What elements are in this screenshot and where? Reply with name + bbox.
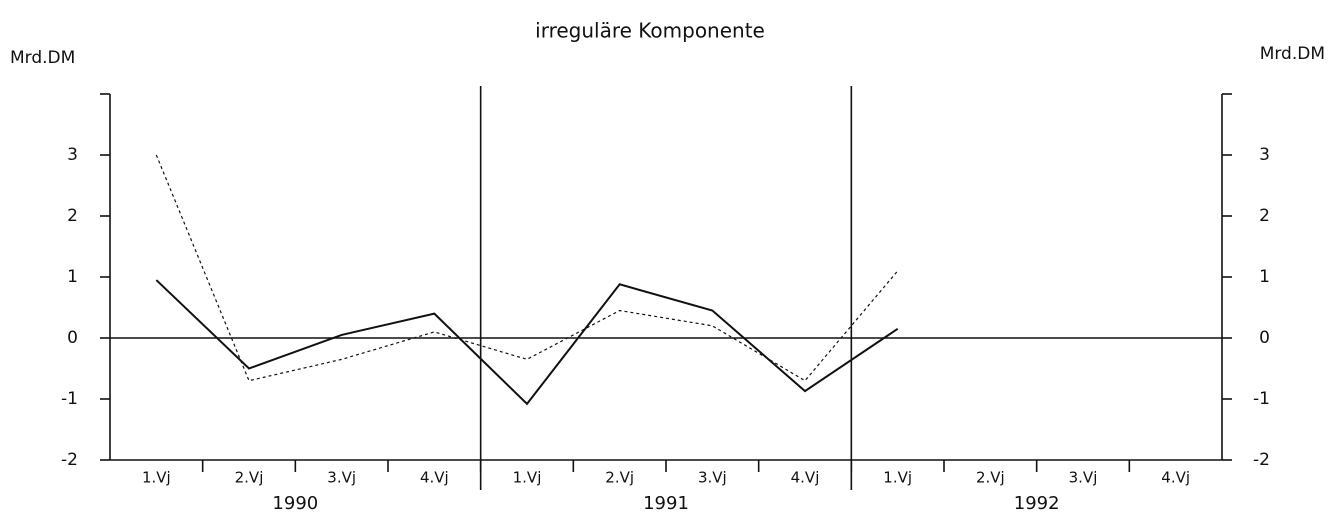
x-tick-label: 4.Vj [791,469,820,487]
y2-tick-label: 0 [1259,328,1270,348]
x-tick-label: 3.Vj [1069,469,1098,487]
y-tick-label: -2 [61,450,78,470]
y2-axis-label: Mrd.DM [1260,44,1325,64]
y-tick-label: -1 [61,389,78,409]
group-label: 1992 [1014,493,1060,514]
x-tick-label: 4.Vj [1161,469,1190,487]
y-tick-label: 3 [67,145,78,165]
x-tick-label: 3.Vj [698,469,727,487]
group-label: 1991 [643,493,689,514]
chart-title: irreguläre Komponente [535,19,765,43]
x-tick-label: 4.Vj [420,469,449,487]
y-tick-label: 0 [67,328,78,348]
x-tick-label: 3.Vj [327,469,356,487]
y2-tick-label: 2 [1259,206,1270,226]
y-axis-label: Mrd.DM [10,48,75,68]
y2-tick-label: 1 [1259,267,1270,287]
y2-tick-label: -2 [1253,450,1270,470]
x-tick-label: 1.Vj [883,469,912,487]
y-tick-label: 1 [67,267,78,287]
x-tick-label: 1.Vj [142,469,171,487]
series-line [155,154,899,382]
x-tick-label: 1.Vj [513,469,542,487]
x-tick-label: 2.Vj [605,469,634,487]
y2-tick-label: -1 [1253,389,1270,409]
y2-tick-label: 3 [1259,145,1270,165]
x-tick-label: 2.Vj [976,469,1005,487]
series-line [155,279,899,406]
y-tick-label: 2 [67,206,78,226]
x-tick-label: 2.Vj [235,469,264,487]
group-label: 1990 [272,493,318,514]
